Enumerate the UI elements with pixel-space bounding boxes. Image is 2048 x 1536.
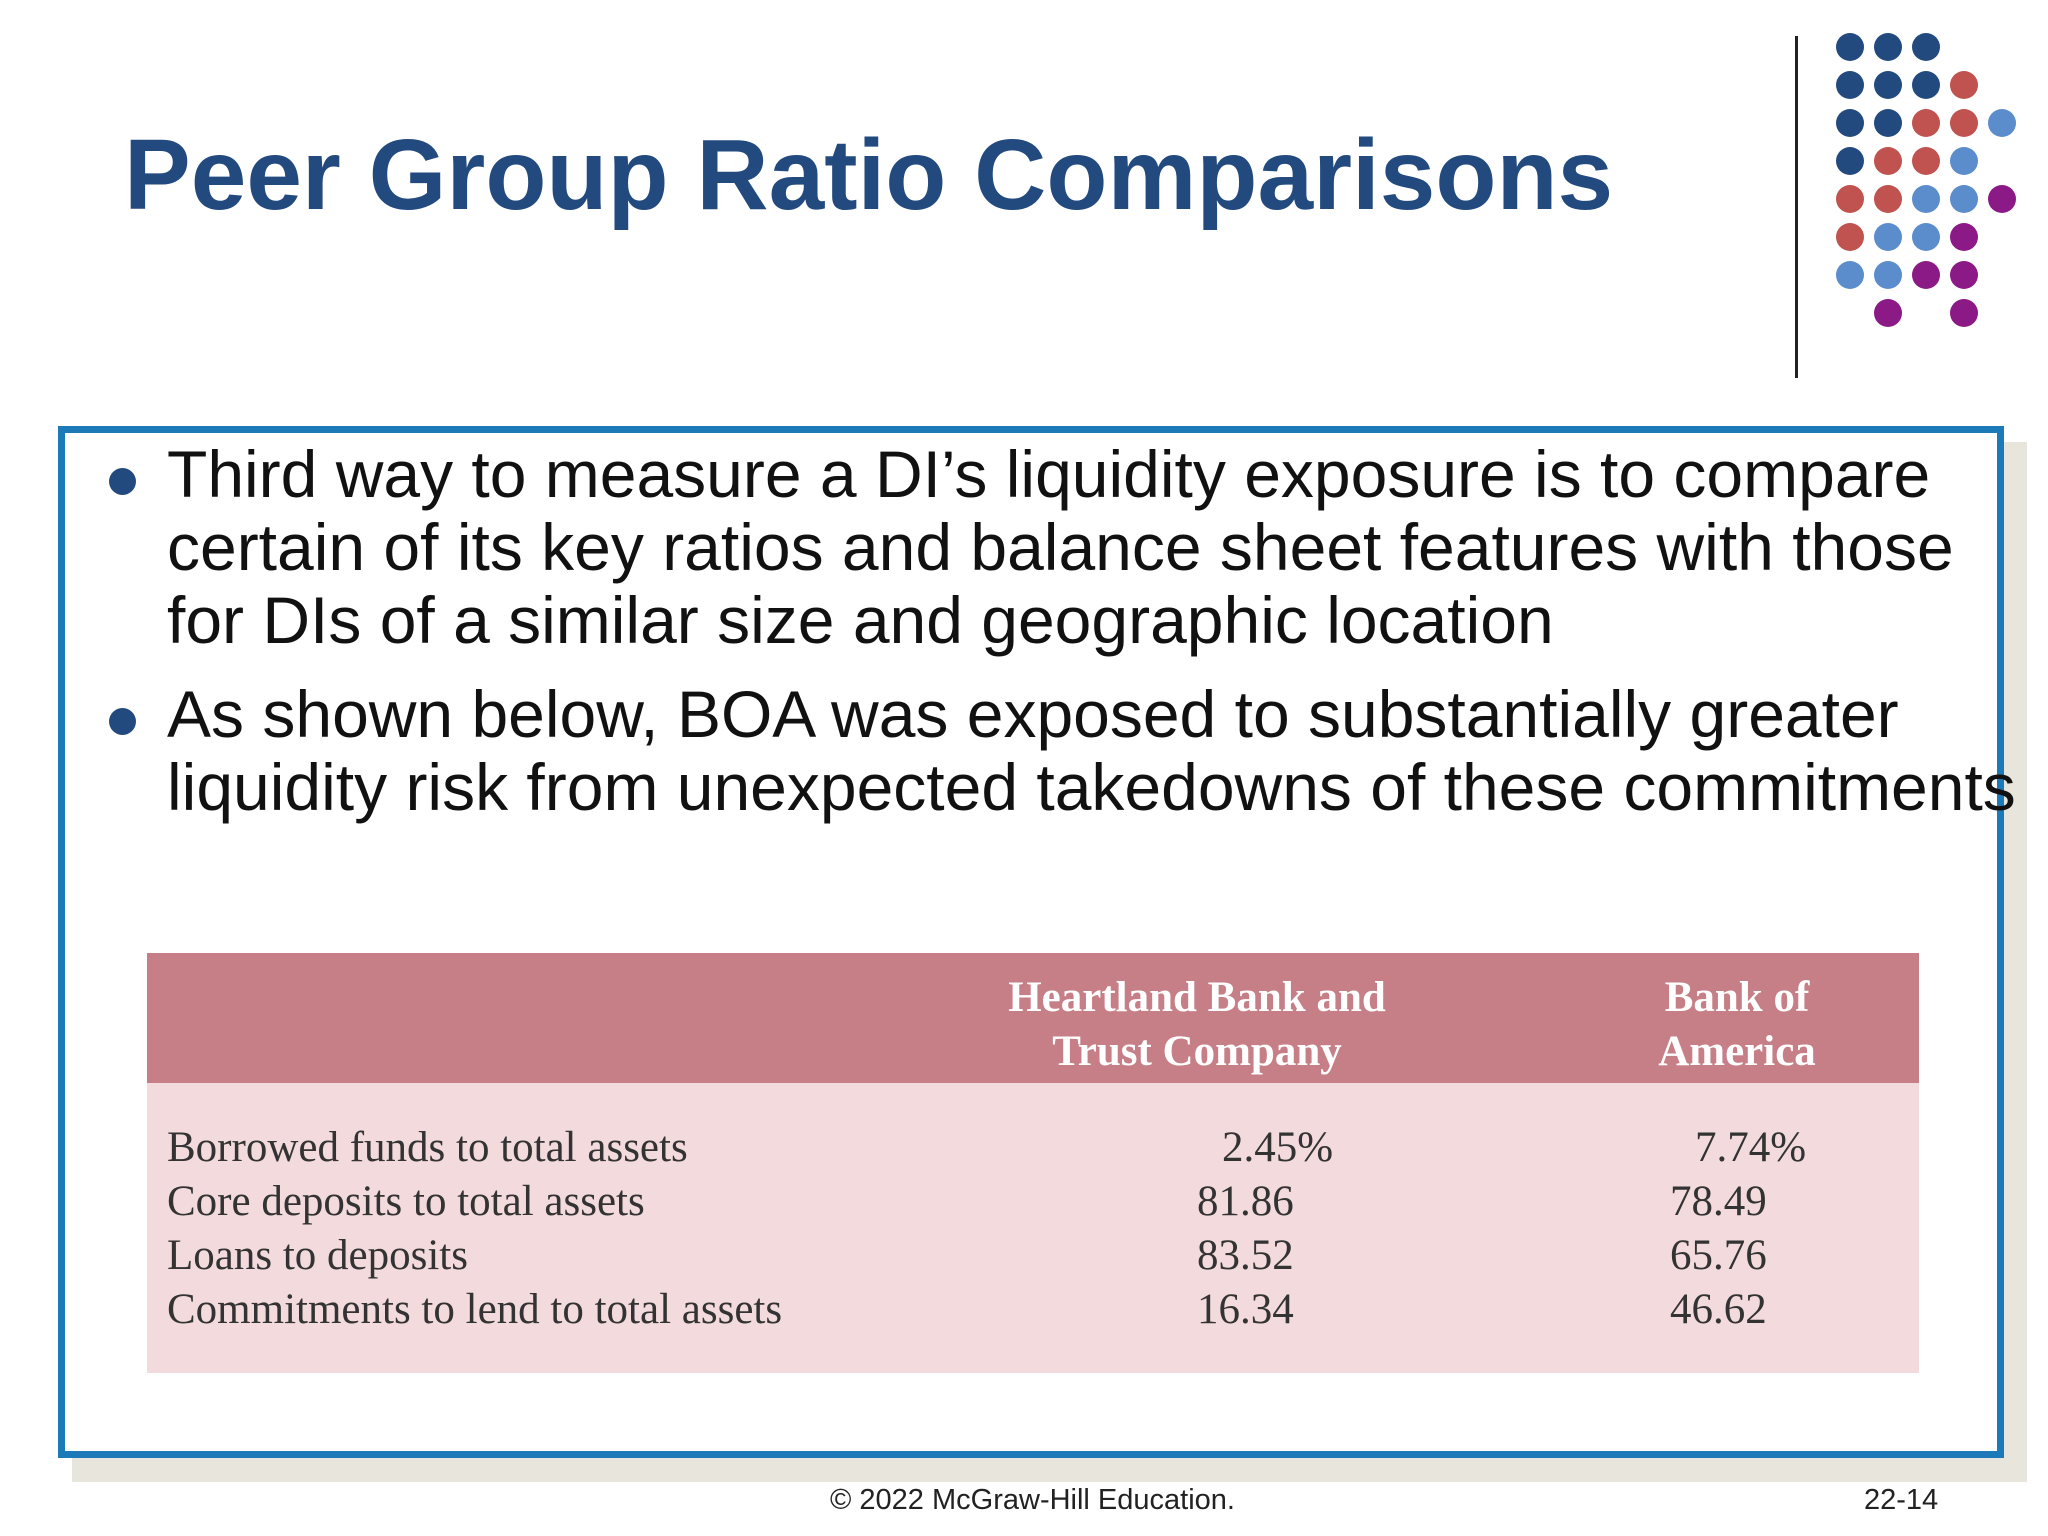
decorative-dot	[1950, 71, 1978, 99]
decorative-dot	[1950, 223, 1978, 251]
decorative-dot	[1874, 261, 1902, 289]
decorative-dot	[1874, 299, 1902, 327]
decorative-dot	[1912, 185, 1940, 213]
decorative-dot	[1912, 33, 1940, 61]
content-box: Third way to measure a DI’s liquidity ex…	[58, 426, 2016, 1458]
decorative-dot	[1988, 185, 2016, 213]
decorative-dot	[1912, 109, 1940, 137]
decorative-dot	[1836, 109, 1864, 137]
table-row: Loans to deposits 83.52 65.76	[147, 1229, 1919, 1283]
row-label: Borrowed funds to total assets	[167, 1124, 688, 1171]
decorative-dot	[1874, 109, 1902, 137]
ratio-comparison-table: Heartland Bank and Trust Company Bank of…	[147, 953, 1919, 1373]
decorative-dot	[1912, 261, 1940, 289]
boa-value: 7.74%	[1695, 1124, 1807, 1171]
decorative-dot	[1836, 147, 1864, 175]
decorative-dot	[1912, 71, 1940, 99]
boa-value: 78.49	[1670, 1178, 1767, 1225]
decorative-dot	[1836, 261, 1864, 289]
decorative-dot	[1950, 109, 1978, 137]
slide-title: Peer Group Ratio Comparisons	[124, 119, 1614, 231]
header-heartland: Heartland Bank and Trust Company	[1008, 974, 1386, 1075]
heartland-value: 83.52	[1197, 1232, 1294, 1279]
boa-value: 46.62	[1670, 1286, 1767, 1333]
bullet-item: Third way to measure a DI’s liquidity ex…	[109, 437, 2047, 657]
decorative-dot	[1874, 71, 1902, 99]
decorative-dot	[1874, 185, 1902, 213]
bullet-dot-icon	[109, 468, 136, 495]
decorative-dot	[1874, 33, 1902, 61]
table-row: Commitments to lend to total assets 16.3…	[147, 1283, 1919, 1337]
decorative-dot	[1950, 299, 1978, 327]
table-row: Borrowed funds to total assets 2.45% 7.7…	[147, 1121, 1919, 1175]
heartland-value: 2.45%	[1222, 1124, 1334, 1171]
header-bank-of-america: Bank of America	[1658, 974, 1816, 1075]
row-label: Loans to deposits	[167, 1232, 468, 1279]
decorative-dot	[1988, 109, 2016, 137]
boa-value: 65.76	[1670, 1232, 1767, 1279]
title-divider-line	[1795, 36, 1798, 378]
decorative-dot	[1950, 261, 1978, 289]
decorative-dot	[1836, 223, 1864, 251]
decorative-dot	[1950, 185, 1978, 213]
bullet-text: As shown below, BOA was exposed to subst…	[167, 677, 2016, 824]
decorative-dot	[1836, 71, 1864, 99]
heartland-value: 81.86	[1197, 1178, 1294, 1225]
row-label: Core deposits to total assets	[167, 1178, 645, 1225]
row-label: Commitments to lend to total assets	[167, 1286, 783, 1333]
bullet-dot-icon	[109, 708, 136, 735]
page-number: 22-14	[1864, 1484, 1939, 1516]
decorative-dot	[1950, 147, 1978, 175]
bullet-item: As shown below, BOA was exposed to subst…	[109, 677, 2047, 824]
decorative-dot	[1912, 223, 1940, 251]
decorative-dot	[1912, 147, 1940, 175]
table-row: Core deposits to total assets 81.86 78.4…	[147, 1175, 1919, 1229]
decorative-dot	[1874, 147, 1902, 175]
decorative-dot	[1836, 185, 1864, 213]
table-header-row: Heartland Bank and Trust Company Bank of…	[147, 953, 1919, 1083]
heartland-value: 16.34	[1197, 1286, 1294, 1333]
copyright-footer: © 2022 McGraw-Hill Education.	[830, 1484, 1235, 1516]
decorative-dot	[1836, 33, 1864, 61]
decorative-dot	[1874, 223, 1902, 251]
bullet-text: Third way to measure a DI’s liquidity ex…	[167, 437, 1954, 657]
